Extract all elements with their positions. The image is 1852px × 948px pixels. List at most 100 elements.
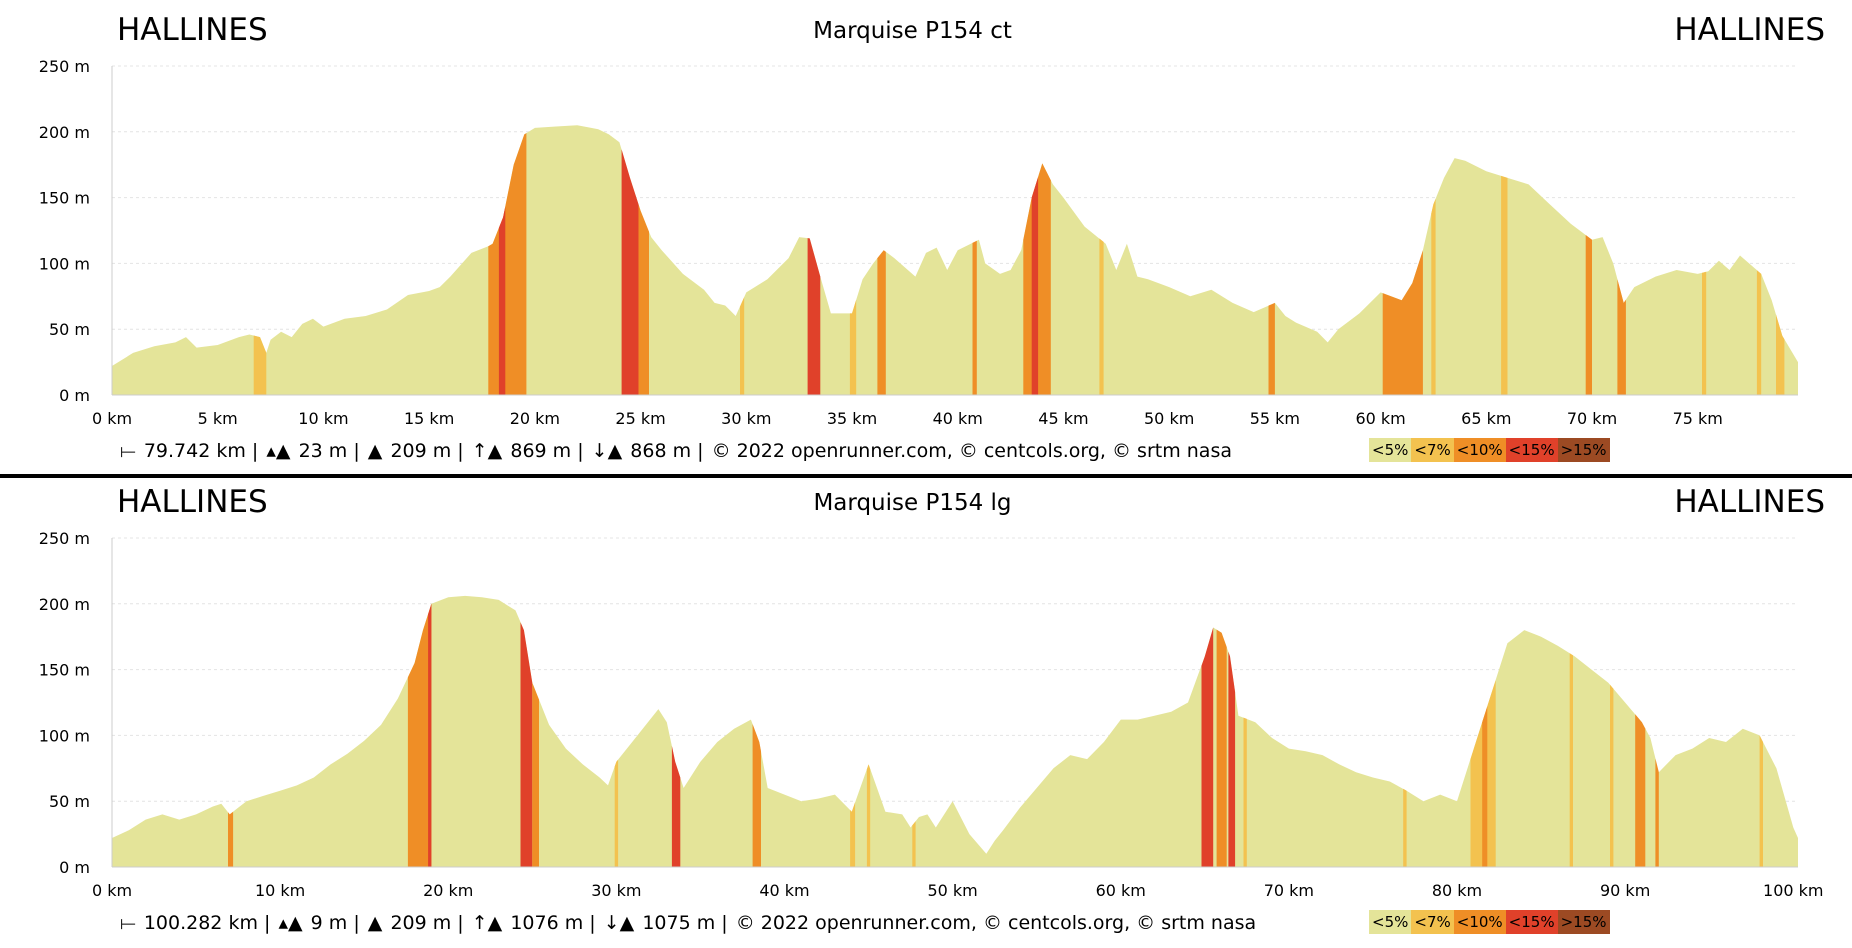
x-tick-label: 25 km [615, 409, 665, 428]
grade-band [1569, 653, 1573, 867]
min-altitude-icon: ▴▲ [278, 912, 303, 934]
x-tick-label: 0 km [92, 881, 132, 900]
grade-band [1482, 706, 1488, 867]
grade-band [1585, 235, 1592, 395]
grade-band [1702, 271, 1707, 395]
grade-band [520, 622, 533, 867]
x-tick-label: 60 km [1096, 881, 1146, 900]
elevation-area [112, 595, 1798, 867]
legend-gt15: >15% [1557, 438, 1610, 462]
x-tick-label: 45 km [1038, 409, 1088, 428]
descent-icon: ↓▲ [591, 440, 623, 462]
x-tick-label: 70 km [1567, 409, 1617, 428]
grade-band [1759, 735, 1763, 867]
distance-icon: ⟝ [120, 912, 136, 934]
descent-icon: ↓▲ [603, 912, 635, 934]
grade-band [638, 204, 649, 395]
elevation-area [112, 125, 1798, 395]
grade-band [1201, 627, 1214, 867]
x-tick-label: 40 km [759, 881, 809, 900]
legend-lt5: <5% [1369, 910, 1412, 934]
grade-band [614, 759, 619, 867]
min-altitude-value: 9 m | [310, 912, 360, 934]
y-tick-label: 250 m [39, 57, 90, 76]
y-tick-label: 0 m [59, 858, 90, 877]
ascent-icon: ↑▲ [471, 440, 503, 462]
min-altitude-value: 23 m | [298, 440, 360, 462]
max-altitude-value: 209 m | [390, 440, 464, 462]
start-place-label: HALLINES [117, 484, 268, 520]
legend-lt15: <15% [1505, 438, 1558, 462]
min-altitude-icon: ▴▲ [266, 440, 291, 462]
x-tick-label: 20 km [423, 881, 473, 900]
legend-gt15: >15% [1557, 910, 1610, 934]
grade-band [1228, 651, 1236, 867]
x-tick-label: 60 km [1355, 409, 1405, 428]
distance-value: 100.282 km | [143, 912, 271, 934]
grade-band [1776, 314, 1785, 395]
grade-band [849, 299, 857, 395]
grade-band [1756, 270, 1762, 395]
grade-band [1403, 788, 1407, 867]
ascent-icon: ↑▲ [471, 912, 503, 934]
grade-band [498, 206, 506, 395]
x-tick-label: 50 km [927, 881, 977, 900]
grade-band [877, 250, 886, 395]
x-tick-label: 0 km [92, 409, 132, 428]
x-tick-label: 65 km [1461, 409, 1511, 428]
y-tick-label: 0 m [59, 386, 90, 405]
x-tick-label: 55 km [1250, 409, 1300, 428]
grade-band [1382, 250, 1423, 395]
grade-band [1617, 279, 1626, 395]
elevation-chart: 0 m 50 m 100 m 150 m 200 m 250 m 0 km 5 km 10 km… [39, 57, 1798, 428]
y-tick-label: 50 m [49, 792, 90, 811]
grade-band [532, 682, 539, 867]
legend-lt15: <15% [1505, 910, 1558, 934]
end-place-label: HALLINES [1674, 12, 1825, 48]
grade-band [740, 297, 745, 395]
max-altitude-value: 209 m | [390, 912, 464, 934]
legend-lt10: <10% [1453, 438, 1506, 462]
x-tick-label: 100 km [1763, 881, 1823, 900]
x-tick-label: 15 km [404, 409, 454, 428]
ascent-value: 869 m | [510, 440, 584, 462]
grade-band [621, 149, 639, 395]
profile-panel-top: HALLINES Marquise P154 ct HALLINES 0 m 50… [0, 0, 1852, 468]
x-tick-label: 35 km [827, 409, 877, 428]
profile-panel-bottom: HALLINES Marquise P154 lg HALLINES 0 m 50… [0, 472, 1852, 940]
y-tick-label: 150 m [39, 189, 90, 208]
ascent-value: 1076 m | [510, 912, 596, 934]
grade-band [1243, 717, 1247, 867]
y-tick-label: 100 m [39, 726, 90, 745]
x-tick-label: 10 km [298, 409, 348, 428]
credits-text: © 2022 openrunner.com, © centcols.org, ©… [711, 440, 1232, 462]
route-title: Marquise P154 ct [813, 18, 1012, 44]
route-title: Marquise P154 lg [813, 490, 1012, 516]
grade-band [912, 821, 916, 867]
grade-band [671, 745, 681, 867]
grade-band [488, 133, 527, 395]
grade-legend: <5% <7% <10% <15% >15% [1369, 910, 1610, 934]
grade-band [1501, 175, 1508, 395]
y-tick-label: 150 m [39, 661, 90, 680]
grade-band [1610, 684, 1614, 867]
grade-band [228, 811, 234, 867]
x-tick-label: 30 km [721, 409, 771, 428]
x-tick-label: 10 km [255, 881, 305, 900]
grade-band [428, 603, 432, 867]
x-tick-label: 5 km [198, 409, 238, 428]
legend-lt10: <10% [1453, 910, 1506, 934]
route-stats: ⟝ 79.742 km | ▴▲ 23 m | ▲ 209 m | ↑▲ 869… [120, 440, 1234, 462]
grade-band [1216, 629, 1227, 867]
grade-band [1099, 238, 1104, 395]
legend-lt7: <7% [1411, 910, 1454, 934]
x-tick-label: 40 km [933, 409, 983, 428]
x-tick-label: 50 km [1144, 409, 1194, 428]
max-altitude-icon: ▲ [367, 912, 383, 934]
elevation-chart: 0 m 50 m 100 m 150 m 200 m 250 m 0 km 10 km 20 k… [39, 529, 1824, 900]
x-tick-label: 30 km [591, 881, 641, 900]
grade-band [1431, 198, 1436, 395]
grade-band [972, 240, 977, 395]
grade-legend: <5% <7% <10% <15% >15% [1369, 438, 1610, 462]
grade-band [1655, 758, 1659, 867]
